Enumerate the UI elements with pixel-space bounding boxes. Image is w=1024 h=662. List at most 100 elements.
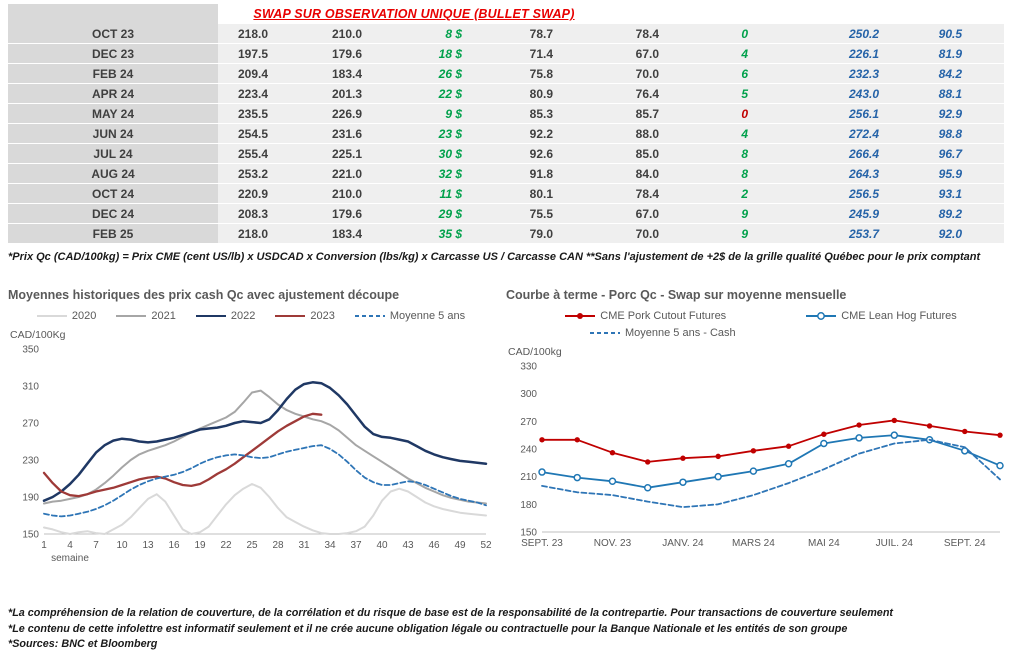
month-cell: MAY 24 (8, 104, 218, 124)
svg-text:JUIL. 24: JUIL. 24 (876, 538, 914, 549)
value-cell: 4 (663, 124, 752, 144)
value-cell: 226.1 (752, 44, 883, 64)
svg-text:230: 230 (22, 456, 39, 467)
value-cell: 90.5 (883, 24, 966, 44)
value-cell: 29 $ (366, 204, 466, 224)
forward-curve-chart: Courbe à terme - Porc Qc - Swap sur moye… (506, 288, 1016, 563)
value-cell: 75.5 (466, 204, 557, 224)
value-cell: 6 (663, 64, 752, 84)
value-cell: 243.0 (752, 84, 883, 104)
filler-cell (966, 24, 1004, 44)
svg-text:37: 37 (350, 540, 362, 551)
header-corner-cell (8, 4, 218, 24)
svg-text:330: 330 (520, 362, 537, 373)
y-axis-unit-label: CAD/100Kg (10, 329, 66, 341)
legend-label: CME Lean Hog Futures (841, 310, 957, 322)
table-row: OCT 23 218.0 210.0 8 $78.7 78.4 0 250.2 90.5 (8, 24, 1004, 44)
filler-cell (966, 184, 1004, 204)
svg-text:350: 350 (22, 345, 39, 356)
chart-legend: CME Pork Cutout Futures CME Lean Hog Futu… (506, 309, 1016, 340)
swap-table: OCT 23 218.0 210.0 8 $78.7 78.4 0 250.2 90.5 DEC… (8, 24, 1004, 244)
legend-line-swatch (590, 332, 620, 334)
svg-text:25: 25 (246, 540, 258, 551)
value-cell: 96.7 (883, 144, 966, 164)
legend-label: Moyenne 5 ans (389, 310, 466, 322)
value-cell: 179.6 (272, 44, 366, 64)
legend-row: CME Pork Cutout Futures CME Lean Hog Futu… (506, 309, 1016, 323)
value-cell: 201.3 (272, 84, 366, 104)
chart-title: Moyennes historiques des prix cash Qc av… (8, 288, 400, 302)
value-cell: 210.0 (272, 24, 366, 44)
value-cell: 92.9 (883, 104, 966, 124)
svg-text:190: 190 (22, 493, 39, 504)
svg-text:52: 52 (480, 540, 492, 551)
value-cell: 80.1 (466, 184, 557, 204)
month-cell: JUL 24 (8, 144, 218, 164)
value-cell: 85.7 (557, 104, 663, 124)
month-cell: FEB 25 (8, 224, 218, 244)
value-cell: 266.4 (752, 144, 883, 164)
value-cell: 183.4 (272, 64, 366, 84)
value-cell: 256.1 (752, 104, 883, 124)
legend-item: 2022 (195, 310, 255, 322)
month-cell: DEC 23 (8, 44, 218, 64)
month-cell: JUN 24 (8, 124, 218, 144)
value-cell: 221.0 (272, 164, 366, 184)
svg-text:13: 13 (142, 540, 154, 551)
svg-text:310: 310 (22, 382, 39, 393)
svg-text:SEPT. 23: SEPT. 23 (521, 538, 563, 549)
value-cell: 92.0 (883, 224, 966, 244)
svg-text:43: 43 (402, 540, 414, 551)
value-cell: 264.3 (752, 164, 883, 184)
value-cell: 76.4 (557, 84, 663, 104)
line-chart-svg: 150 190 230 270 310 350 1 4 7 10 13 16 19 22 25 28 31 34 3… (22, 345, 492, 565)
value-cell: 85.3 (466, 104, 557, 124)
footnote-line: *Sources: BNC et Bloomberg (8, 638, 158, 650)
svg-text:210: 210 (520, 472, 537, 483)
filler-cell (966, 124, 1004, 144)
svg-text:SEPT. 24: SEPT. 24 (944, 538, 986, 549)
value-cell: 255.4 (218, 144, 272, 164)
value-cell: 256.5 (752, 184, 883, 204)
chart-title: Courbe à terme - Porc Qc - Swap sur moye… (506, 288, 847, 302)
filler-cell (966, 84, 1004, 104)
value-cell: 4 (663, 44, 752, 64)
svg-text:MAI 24: MAI 24 (808, 538, 840, 549)
value-cell: 78.4 (557, 24, 663, 44)
line-chart-svg: 150 180 210 240 270 300 330 SEPT. 23 NOV. 23 JANV… (520, 362, 1004, 549)
value-cell: 67.0 (557, 204, 663, 224)
filler-cell (966, 224, 1004, 244)
value-cell: 92.6 (466, 144, 557, 164)
value-cell: 218.0 (218, 24, 272, 44)
svg-text:240: 240 (520, 445, 537, 456)
legend-line-swatch (275, 315, 306, 317)
value-cell: 11 $ (366, 184, 466, 204)
value-cell: 22 $ (366, 84, 466, 104)
svg-text:1: 1 (41, 540, 47, 551)
value-cell: 253.7 (752, 224, 883, 244)
value-cell: 32 $ (366, 164, 466, 184)
value-cell: 5 (663, 84, 752, 104)
value-cell: 245.9 (752, 204, 883, 224)
value-cell: 79.0 (466, 224, 557, 244)
legend-line-swatch (806, 312, 837, 320)
table-footnote: *Prix Qc (CAD/100kg) = Prix CME (cent US… (8, 251, 981, 263)
legend-item: Moyenne 5 ans (354, 310, 466, 322)
filler-cell (966, 64, 1004, 84)
month-cell: FEB 24 (8, 64, 218, 84)
svg-text:22: 22 (220, 540, 232, 551)
value-cell: 0 (663, 104, 752, 124)
value-cell: 75.8 (466, 64, 557, 84)
value-cell: 98.8 (883, 124, 966, 144)
value-cell: 95.9 (883, 164, 966, 184)
report-title: SWAP SUR OBSERVATION UNIQUE (BULLET SWAP… (253, 7, 575, 21)
svg-text:34: 34 (324, 540, 336, 551)
value-cell: 232.3 (752, 64, 883, 84)
svg-text:49: 49 (454, 540, 466, 551)
value-cell: 35 $ (366, 224, 466, 244)
footnotes: *La compréhension de la relation de couv… (8, 606, 1016, 653)
legend-row: 2020 2021 2022 2023 Moyenne 5 ans (8, 309, 494, 323)
svg-text:46: 46 (428, 540, 440, 551)
value-cell: 70.0 (557, 64, 663, 84)
value-cell: 220.9 (218, 184, 272, 204)
